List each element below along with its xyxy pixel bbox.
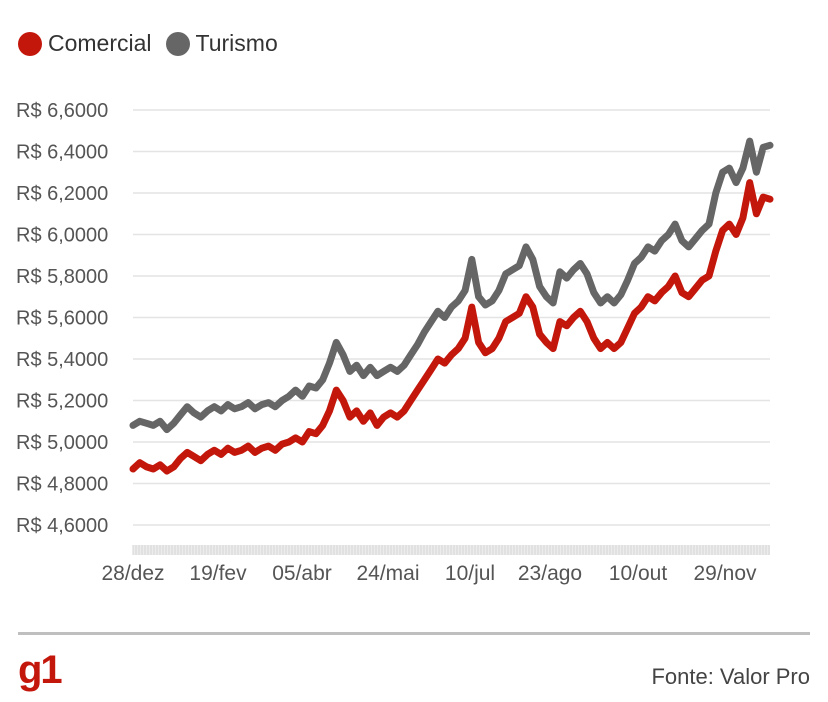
x-tick-label: 24/mai	[356, 562, 419, 585]
y-tick-label: R$ 5,4000	[16, 349, 108, 371]
x-tick-label: 05/abr	[272, 562, 332, 585]
legend: Comercial Turismo	[18, 30, 278, 57]
x-tick-label: 23/ago	[518, 562, 582, 585]
x-tick-label: 19/fev	[189, 562, 247, 585]
y-tick-label: R$ 6,0000	[16, 225, 108, 247]
series-line-comercial	[129, 179, 774, 475]
footer-divider	[18, 632, 810, 635]
y-tick-label: R$ 6,4000	[16, 142, 108, 164]
source-credit: Fonte: Valor Pro	[651, 664, 810, 689]
x-tick-label: 28/dez	[101, 562, 164, 585]
legend-item-turismo[interactable]: Turismo	[165, 30, 278, 57]
legend-label-turismo: Turismo	[195, 30, 278, 56]
y-tick-label: R$ 5,2000	[16, 391, 108, 413]
legend-swatch-comercial	[18, 31, 42, 56]
y-tick-label: R$ 5,8000	[16, 266, 108, 288]
series-line-turismo	[129, 137, 774, 434]
legend-label-comercial: Comercial	[48, 30, 152, 56]
y-tick-label: R$ 5,0000	[16, 432, 108, 454]
legend-swatch-turismo	[165, 31, 190, 56]
y-tick-label: R$ 6,6000	[16, 100, 108, 122]
g1-logo: g1	[18, 648, 63, 692]
legend-item-comercial[interactable]: Comercial	[18, 30, 152, 57]
x-tick-label: 29/nov	[693, 562, 757, 585]
line-chart: R$ 4,6000 R$ 4,8000 R$ 5,0000 R$ 5,2000 R$ 5…	[16, 100, 774, 585]
x-tick-label: 10/jul	[445, 562, 495, 585]
y-tick-label: R$ 4,6000	[16, 515, 108, 537]
y-tick-label: R$ 6,2000	[16, 183, 108, 205]
y-tick-label: R$ 4,8000	[16, 474, 108, 496]
x-tick-label: 10/out	[609, 562, 668, 585]
y-tick-label: R$ 5,6000	[16, 308, 108, 330]
